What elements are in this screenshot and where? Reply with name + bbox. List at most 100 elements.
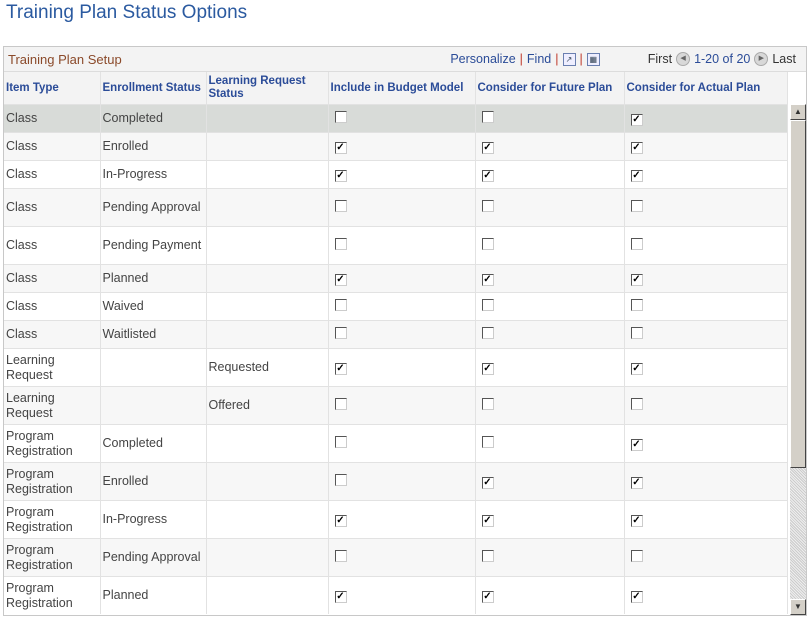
budget-checkbox[interactable] bbox=[334, 549, 347, 562]
previous-icon[interactable]: ◀ bbox=[676, 52, 691, 66]
future-checkbox[interactable] bbox=[481, 237, 494, 250]
table-row[interactable]: Program Registration Pending Approval bbox=[4, 538, 788, 577]
table-row[interactable]: Learning Request Offered bbox=[4, 386, 788, 425]
budget-checkbox[interactable]: ✓ bbox=[334, 142, 347, 154]
budget-checkbox[interactable]: ✓ bbox=[334, 591, 347, 603]
future-checkbox[interactable] bbox=[481, 298, 494, 311]
future-checkbox[interactable] bbox=[481, 110, 494, 123]
table-row[interactable]: Program Registration Enrolled ✓ ✓ bbox=[4, 462, 788, 501]
column-header[interactable]: Enrollment Status bbox=[100, 72, 207, 105]
scroll-thumb[interactable] bbox=[790, 120, 806, 468]
column-header[interactable]: Include in Budget Model bbox=[328, 72, 476, 105]
future-checkbox[interactable]: ✓ bbox=[481, 170, 494, 182]
actual-checkbox[interactable]: ✓ bbox=[630, 477, 643, 489]
table-row[interactable]: Program Registration Planned ✓ ✓ ✓ bbox=[4, 576, 788, 614]
future-checkbox[interactable]: ✓ bbox=[481, 591, 494, 603]
cell-budget: ✓ bbox=[328, 348, 476, 387]
actual-checkbox[interactable]: ✓ bbox=[630, 274, 643, 286]
cell-budget bbox=[328, 188, 476, 227]
budget-checkbox[interactable]: ✓ bbox=[334, 363, 347, 375]
actual-checkbox[interactable] bbox=[630, 397, 643, 410]
find-link[interactable]: Find bbox=[526, 52, 552, 66]
table-row[interactable]: Program Registration In-Progress ✓ ✓ ✓ bbox=[4, 500, 788, 539]
cell-budget bbox=[328, 104, 476, 133]
future-checkbox[interactable] bbox=[481, 326, 494, 339]
personalize-link[interactable]: Personalize bbox=[450, 52, 516, 66]
scroll-down-icon[interactable]: ▼ bbox=[790, 599, 806, 615]
future-checkbox[interactable]: ✓ bbox=[481, 363, 494, 375]
table-row[interactable]: Class Pending Payment bbox=[4, 226, 788, 265]
cell-enrollment: In-Progress bbox=[100, 160, 207, 189]
actual-checkbox[interactable] bbox=[630, 199, 643, 212]
budget-checkbox[interactable] bbox=[334, 326, 347, 339]
budget-checkbox[interactable] bbox=[334, 237, 347, 250]
cell-future: ✓ bbox=[475, 576, 625, 614]
actual-checkbox[interactable]: ✓ bbox=[630, 363, 643, 375]
budget-checkbox[interactable]: ✓ bbox=[334, 170, 347, 182]
cell-actual bbox=[624, 538, 788, 577]
cell-learning bbox=[206, 576, 329, 614]
budget-checkbox[interactable] bbox=[334, 435, 347, 448]
actual-checkbox[interactable]: ✓ bbox=[630, 439, 643, 451]
future-checkbox[interactable] bbox=[481, 549, 494, 562]
table-row[interactable]: Class Pending Approval bbox=[4, 188, 788, 227]
cell-future bbox=[475, 104, 625, 133]
budget-checkbox[interactable]: ✓ bbox=[334, 515, 347, 527]
budget-checkbox[interactable] bbox=[334, 199, 347, 212]
column-header[interactable]: Learning Request Status bbox=[206, 72, 329, 105]
table-row[interactable]: Learning Request Requested ✓ ✓ ✓ bbox=[4, 348, 788, 387]
actual-checkbox[interactable] bbox=[630, 237, 643, 250]
cell-learning bbox=[206, 500, 329, 539]
table-row[interactable]: Class Enrolled ✓ ✓ ✓ bbox=[4, 132, 788, 161]
table-row[interactable]: Class Completed ✓ bbox=[4, 104, 788, 133]
column-header[interactable]: Consider for Actual Plan bbox=[624, 72, 788, 105]
actual-checkbox[interactable] bbox=[630, 549, 643, 562]
actual-checkbox[interactable] bbox=[630, 298, 643, 311]
last-label[interactable]: Last bbox=[772, 52, 796, 66]
actual-checkbox[interactable]: ✓ bbox=[630, 515, 643, 527]
cell-item-type: Program Registration bbox=[4, 500, 101, 539]
vertical-scrollbar[interactable]: ▲ ▼ bbox=[790, 104, 806, 615]
table-row[interactable]: Class In-Progress ✓ ✓ ✓ bbox=[4, 160, 788, 189]
budget-checkbox[interactable] bbox=[334, 110, 347, 123]
table-row[interactable]: Program Registration Completed ✓ bbox=[4, 424, 788, 463]
column-header[interactable]: Item Type bbox=[4, 72, 101, 105]
budget-checkbox[interactable]: ✓ bbox=[334, 274, 347, 286]
column-header[interactable]: Consider for Future Plan bbox=[475, 72, 625, 105]
budget-checkbox[interactable] bbox=[334, 298, 347, 311]
cell-learning bbox=[206, 320, 329, 349]
cell-learning bbox=[206, 160, 329, 189]
cell-actual: ✓ bbox=[624, 104, 788, 133]
table-row[interactable]: Class Planned ✓ ✓ ✓ bbox=[4, 264, 788, 293]
future-checkbox[interactable]: ✓ bbox=[481, 274, 494, 286]
cell-learning bbox=[206, 424, 329, 463]
future-checkbox[interactable] bbox=[481, 435, 494, 448]
table-row[interactable]: Class Waived bbox=[4, 292, 788, 321]
future-checkbox[interactable]: ✓ bbox=[481, 142, 494, 154]
cell-enrollment: Planned bbox=[100, 264, 207, 293]
actual-checkbox[interactable]: ✓ bbox=[630, 142, 643, 154]
actual-checkbox[interactable]: ✓ bbox=[630, 114, 643, 126]
cell-budget bbox=[328, 292, 476, 321]
actual-checkbox[interactable]: ✓ bbox=[630, 170, 643, 182]
future-checkbox[interactable] bbox=[481, 199, 494, 212]
scroll-up-icon[interactable]: ▲ bbox=[790, 104, 806, 120]
cell-item-type: Class bbox=[4, 226, 101, 265]
actual-checkbox[interactable] bbox=[630, 326, 643, 339]
cell-item-type: Learning Request bbox=[4, 348, 101, 387]
budget-checkbox[interactable] bbox=[334, 397, 347, 410]
cell-learning bbox=[206, 188, 329, 227]
cell-enrollment: Completed bbox=[100, 104, 207, 133]
future-checkbox[interactable]: ✓ bbox=[481, 477, 494, 489]
new-window-icon[interactable]: ↗ bbox=[562, 52, 576, 66]
future-checkbox[interactable] bbox=[481, 397, 494, 410]
cell-enrollment: Waived bbox=[100, 292, 207, 321]
table-row[interactable]: Class Waitlisted bbox=[4, 320, 788, 349]
grid-nav-bar: Training Plan Setup Personalize | Find |… bbox=[4, 47, 806, 72]
next-icon[interactable]: ▶ bbox=[754, 52, 769, 66]
future-checkbox[interactable]: ✓ bbox=[481, 515, 494, 527]
spreadsheet-icon[interactable]: ▦ bbox=[586, 52, 600, 66]
first-label[interactable]: First bbox=[647, 52, 673, 66]
budget-checkbox[interactable] bbox=[334, 473, 347, 486]
actual-checkbox[interactable]: ✓ bbox=[630, 591, 643, 603]
